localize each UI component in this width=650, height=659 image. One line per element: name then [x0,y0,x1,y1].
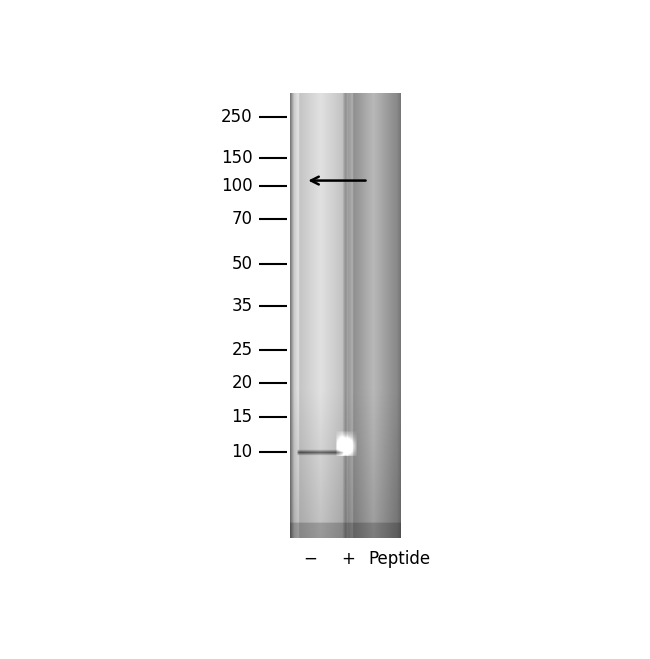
Text: 10: 10 [231,443,252,461]
Text: −: − [304,550,317,567]
Text: 250: 250 [221,108,252,126]
Text: 150: 150 [221,149,252,167]
Text: 100: 100 [221,177,252,194]
Text: 25: 25 [231,341,252,358]
Text: 35: 35 [231,297,252,316]
Text: 20: 20 [231,374,252,391]
Text: +: + [341,550,355,567]
Text: Peptide: Peptide [369,550,430,567]
Text: 15: 15 [231,407,252,426]
Text: 50: 50 [231,255,252,273]
Text: 70: 70 [231,210,252,227]
